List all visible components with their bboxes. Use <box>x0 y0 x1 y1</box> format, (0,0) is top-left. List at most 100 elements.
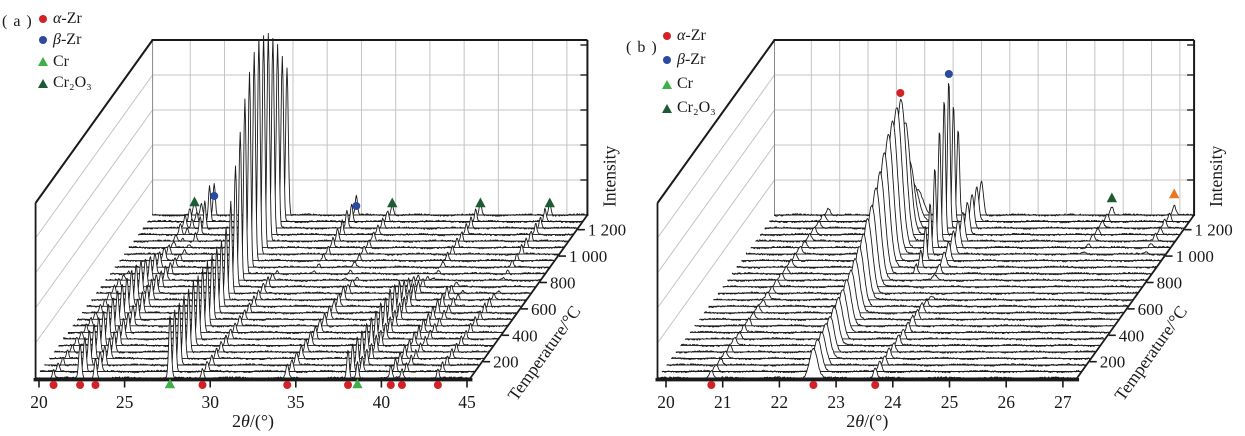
xrd-pattern-row <box>750 107 1172 250</box>
legend-item-Cr₂O₃: Cr₂O₃ <box>660 96 716 120</box>
marker-dot-α-Zr <box>198 381 207 389</box>
xrd-pattern-row <box>764 82 1186 230</box>
xrd-pattern-row <box>727 187 1148 282</box>
xrd-pattern-row <box>63 275 499 341</box>
xrd-pattern-row <box>680 306 1101 348</box>
legend-item-α-Zr: α-Zr <box>36 8 92 30</box>
xrd-pattern-row <box>100 165 537 289</box>
marker-dot-α-Zr <box>707 381 716 389</box>
marker-dot-α-Zr <box>433 381 442 389</box>
left-wall-gridline <box>35 74 153 239</box>
legend-label: Cr₂O₃ <box>53 74 92 92</box>
marker-dot-β-Zr <box>944 70 953 78</box>
xrd-pattern-row <box>114 71 551 269</box>
xrd-pattern-row <box>722 204 1144 289</box>
marker-dot-α-Zr <box>76 381 85 389</box>
left-wall-gridline <box>35 144 153 309</box>
xrd-pattern-row <box>133 32 570 243</box>
x-tick-label: 23 <box>827 392 845 412</box>
marker-dot-α-Zr <box>49 381 58 389</box>
marker-dot-β-Zr <box>210 192 219 200</box>
panel-b-legend: α-Zr β-Zr Cr Cr₂O₃ <box>660 24 716 120</box>
left-wall-gridline <box>35 109 153 274</box>
marker-triangle-Cr₂O₃ <box>189 196 200 207</box>
xrd-pattern-row <box>44 302 481 367</box>
xrd-pattern-row <box>661 339 1083 374</box>
x-tick-label: 27 <box>1054 392 1072 412</box>
temperature-tick-label: 400 <box>1119 326 1145 345</box>
left-wall-top-edge <box>34 39 154 204</box>
panel-a-rows <box>35 32 588 380</box>
marker-dot-α-Zr <box>91 381 100 389</box>
marker-triangle-Cr <box>164 378 176 389</box>
xrd-pattern-row <box>58 280 495 348</box>
xrd-pattern-row <box>675 316 1097 354</box>
xrd-pattern-row <box>745 120 1167 256</box>
xrd-pattern-row <box>694 279 1115 328</box>
xrd-pattern-row <box>685 296 1106 341</box>
xrd-pattern-row <box>769 106 1190 224</box>
temperature-tick-label: 400 <box>512 326 538 345</box>
legend-label: Cr <box>53 52 69 70</box>
marker-dot-α-Zr <box>344 381 353 389</box>
legend-item-Cr: Cr <box>36 51 92 73</box>
triangle-icon <box>660 79 673 89</box>
temperature-tick-label: 800 <box>1157 273 1183 292</box>
panel-a-legend: α-Zr β-Zr Cr Cr₂O₃ <box>36 8 92 94</box>
xrd-pattern-row <box>760 101 1181 237</box>
temperature-axis-line <box>1076 214 1195 379</box>
dot-icon <box>36 14 49 23</box>
temperature-tick-label: 200 <box>1100 353 1126 372</box>
temperature-tick-label: 200 <box>493 353 519 372</box>
x-tick-label: 25 <box>116 392 134 412</box>
legend-label: α-Zr <box>53 9 82 27</box>
left-wall-gridline <box>35 179 153 344</box>
xrd-pattern-row <box>147 55 584 224</box>
x-tick-label: 24 <box>884 392 902 412</box>
xrd-pattern-row <box>53 288 490 354</box>
x-tick-label: 20 <box>30 392 48 412</box>
x-tick-label: 22 <box>771 392 789 412</box>
legend-label: Cr₂O₃ <box>677 99 716 116</box>
x-tick-label: 30 <box>201 392 219 412</box>
xrd-pattern-row <box>77 254 513 322</box>
panel-a-label: ( a ) <box>2 13 33 30</box>
xrd-pattern-row <box>124 39 560 256</box>
triangle-icon <box>36 78 49 88</box>
xrd-pattern-row <box>49 295 485 361</box>
left-wall-gridline <box>657 74 775 239</box>
xrd-pattern-row <box>774 130 1195 217</box>
left-wall-gridline <box>657 144 775 309</box>
x-axis-label: 2θ/(°) <box>232 411 274 432</box>
marker-triangle-Cr₂O₃ <box>475 197 486 208</box>
temperature-tick-label: 800 <box>550 273 576 292</box>
triangle-icon <box>660 103 673 113</box>
xrd-pattern-row <box>39 309 476 374</box>
panel-b-label: ( b ) <box>626 39 658 56</box>
marker-dot-α-Zr <box>283 381 292 389</box>
xrd-pattern-row <box>657 347 1078 380</box>
marker-dot-α-Zr <box>397 381 406 389</box>
xrd-pattern-row <box>81 246 518 315</box>
legend-item-Cr₂O₃: Cr₂O₃ <box>36 73 92 95</box>
xrd-pattern-row <box>142 44 579 230</box>
marker-triangle-Cr₂O₃ <box>387 197 398 208</box>
intensity-axis-label: Intensity <box>599 146 619 207</box>
temperature-tick-label: 1 000 <box>1176 247 1214 266</box>
xrd-pattern-row <box>708 246 1130 309</box>
x-tick-label: 35 <box>287 392 305 412</box>
dot-icon <box>36 36 49 45</box>
temperature-tick-label: 600 <box>1138 300 1164 319</box>
left-wall-gridline <box>657 109 775 274</box>
xrd-pattern-row <box>713 233 1134 302</box>
temperature-tick-label: 1 200 <box>1195 221 1233 240</box>
xrd-pattern-row <box>95 200 532 295</box>
marker-dot-β-Zr <box>352 202 361 210</box>
xrd-pattern-row <box>128 35 565 250</box>
x-axis-label: 2θ/(°) <box>846 411 888 432</box>
legend-item-α-Zr: α-Zr <box>660 24 716 48</box>
triangle-icon <box>36 57 49 67</box>
x-tick-label: 21 <box>714 392 732 412</box>
